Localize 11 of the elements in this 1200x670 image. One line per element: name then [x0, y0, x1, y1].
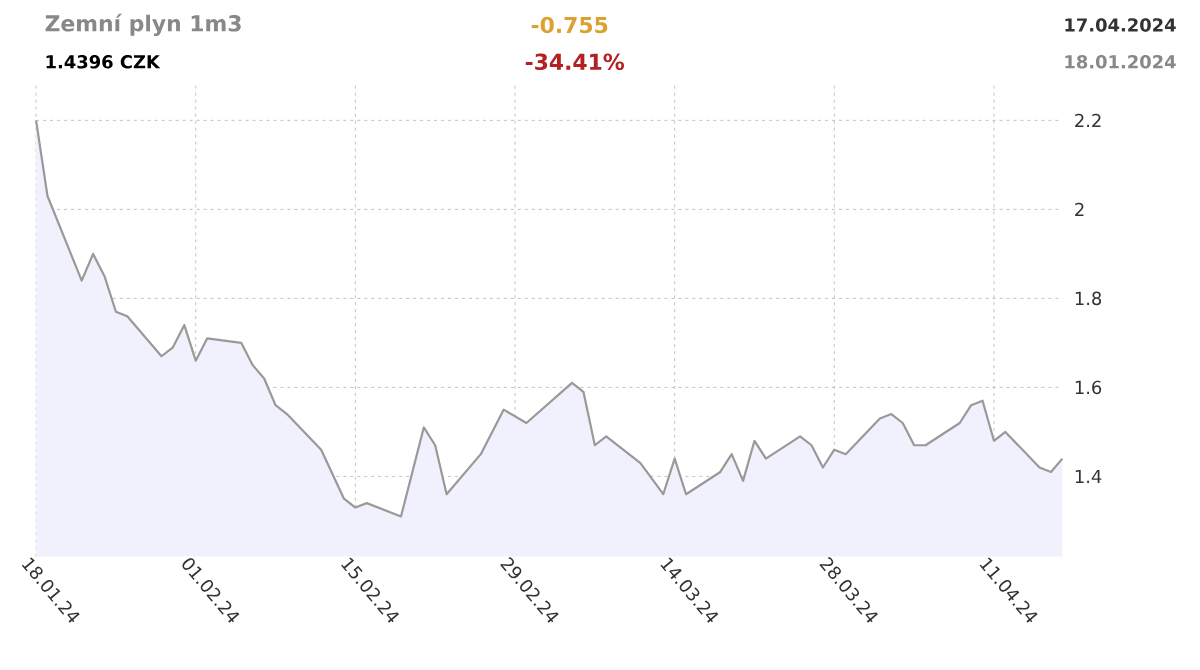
chart-title: Zemní plyn 1m3 [45, 13, 241, 36]
y-tick-label: 1.4 [1075, 469, 1102, 483]
y-tick-label: 2 [1075, 202, 1084, 216]
text: 18.01.2024 [1065, 54, 1176, 69]
text: -0.755 [531, 16, 608, 34]
text: 1.4396 CZK [46, 54, 161, 69]
y-tick-label: 1.6 [1075, 380, 1102, 395]
text: -34.41% [525, 53, 625, 70]
text: 17.04.2024 [1065, 18, 1176, 32]
y-tick-label: 2.2 [1075, 113, 1101, 127]
y-tick-label: 1.8 [1075, 291, 1102, 306]
